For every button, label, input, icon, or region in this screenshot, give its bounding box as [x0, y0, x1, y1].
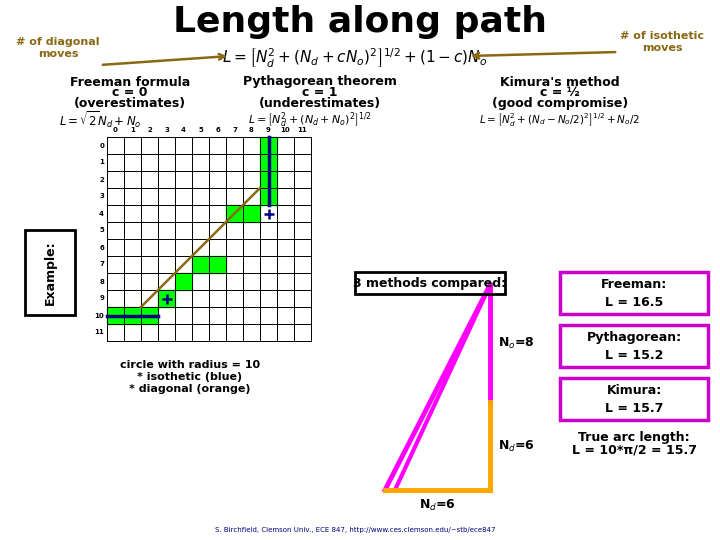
Text: 10: 10 — [94, 313, 104, 319]
Text: 9: 9 — [266, 127, 271, 133]
Text: 0: 0 — [99, 143, 104, 148]
Text: 11: 11 — [297, 127, 307, 133]
Text: * diagonal (orange): * diagonal (orange) — [130, 384, 251, 394]
Text: (good compromise): (good compromise) — [492, 98, 628, 111]
Text: 8: 8 — [249, 127, 254, 133]
Bar — [141, 307, 158, 324]
Bar — [107, 307, 124, 324]
Bar — [355, 272, 505, 294]
Text: * isothetic (blue): * isothetic (blue) — [138, 372, 243, 382]
Text: 7: 7 — [232, 127, 237, 133]
Bar — [560, 325, 708, 367]
Text: 4: 4 — [99, 211, 104, 217]
Text: 11: 11 — [94, 329, 104, 335]
Text: 5: 5 — [99, 227, 104, 233]
Text: 3: 3 — [99, 193, 104, 199]
Text: 3: 3 — [164, 127, 169, 133]
Text: 1: 1 — [130, 127, 135, 133]
Text: L = 10*π/2 = 15.7: L = 10*π/2 = 15.7 — [572, 443, 696, 456]
Text: Example:: Example: — [43, 240, 56, 305]
Text: circle with radius = 10: circle with radius = 10 — [120, 360, 260, 370]
Bar — [260, 171, 277, 188]
Text: L = 15.7: L = 15.7 — [605, 402, 663, 415]
Text: $L = \sqrt{2}N_d + N_o$: $L = \sqrt{2}N_d + N_o$ — [59, 110, 141, 130]
Text: 2: 2 — [99, 177, 104, 183]
Text: # of diagonal
moves: # of diagonal moves — [17, 37, 100, 59]
Bar — [25, 230, 75, 315]
Text: $L = \left[N_d^2 + (N_d + N_o)^2\right]^{1/2}$: $L = \left[N_d^2 + (N_d + N_o)^2\right]^… — [248, 110, 372, 130]
Bar — [192, 256, 209, 273]
Text: c = 0: c = 0 — [112, 86, 148, 99]
Text: 1: 1 — [99, 159, 104, 165]
Text: $L = \left[N_d^2 + (N_d - N_o/2)^2\right]^{1/2} + N_o/2$: $L = \left[N_d^2 + (N_d - N_o/2)^2\right… — [480, 111, 641, 129]
Text: Pythagorean:: Pythagorean: — [586, 331, 682, 344]
Text: True arc length:: True arc length: — [578, 430, 690, 443]
Text: 5: 5 — [198, 127, 203, 133]
Text: Freeman formula: Freeman formula — [70, 76, 190, 89]
Bar — [260, 188, 277, 205]
Text: S. Birchfield, Clemson Univ., ECE 847, http://www.ces.clemson.edu/~stb/ece847: S. Birchfield, Clemson Univ., ECE 847, h… — [215, 527, 495, 533]
Text: L = 16.5: L = 16.5 — [605, 296, 663, 309]
Text: N$_d$=6: N$_d$=6 — [419, 497, 456, 512]
Text: Kimura's method: Kimura's method — [500, 76, 620, 89]
Text: L = 15.2: L = 15.2 — [605, 349, 663, 362]
Text: 6: 6 — [215, 127, 220, 133]
Bar — [560, 272, 708, 314]
Text: 8: 8 — [99, 279, 104, 285]
Text: # of isothetic
moves: # of isothetic moves — [620, 31, 704, 53]
Text: 3 methods compared:: 3 methods compared: — [354, 276, 507, 289]
Bar — [243, 205, 260, 222]
Text: c = 1: c = 1 — [302, 86, 338, 99]
Text: 2: 2 — [147, 127, 152, 133]
Text: $L = \left[N_d^2 + (N_d + cN_o)^2\right]^{1/2} + (1-c)N_o$: $L = \left[N_d^2 + (N_d + cN_o)^2\right]… — [222, 46, 487, 70]
Text: Freeman:: Freeman: — [601, 278, 667, 291]
Bar — [560, 378, 708, 420]
Text: Length along path: Length along path — [173, 5, 547, 39]
Text: N$_d$=6: N$_d$=6 — [498, 438, 535, 454]
Text: c = ½: c = ½ — [540, 86, 580, 99]
Text: 10: 10 — [281, 127, 290, 133]
Text: 4: 4 — [181, 127, 186, 133]
Bar — [158, 290, 175, 307]
Bar — [260, 154, 277, 171]
Text: N$_o$=8: N$_o$=8 — [498, 336, 535, 351]
Bar — [209, 256, 226, 273]
Bar — [226, 205, 243, 222]
Text: 0: 0 — [113, 127, 118, 133]
Bar — [124, 307, 141, 324]
Bar — [175, 273, 192, 290]
Text: Pythagorean theorem: Pythagorean theorem — [243, 76, 397, 89]
Text: 9: 9 — [99, 295, 104, 301]
Bar — [260, 137, 277, 154]
Text: 7: 7 — [99, 261, 104, 267]
Text: (underestimates): (underestimates) — [259, 98, 381, 111]
Text: Kimura:: Kimura: — [606, 384, 662, 397]
Text: 6: 6 — [99, 245, 104, 251]
Text: (overestimates): (overestimates) — [74, 98, 186, 111]
